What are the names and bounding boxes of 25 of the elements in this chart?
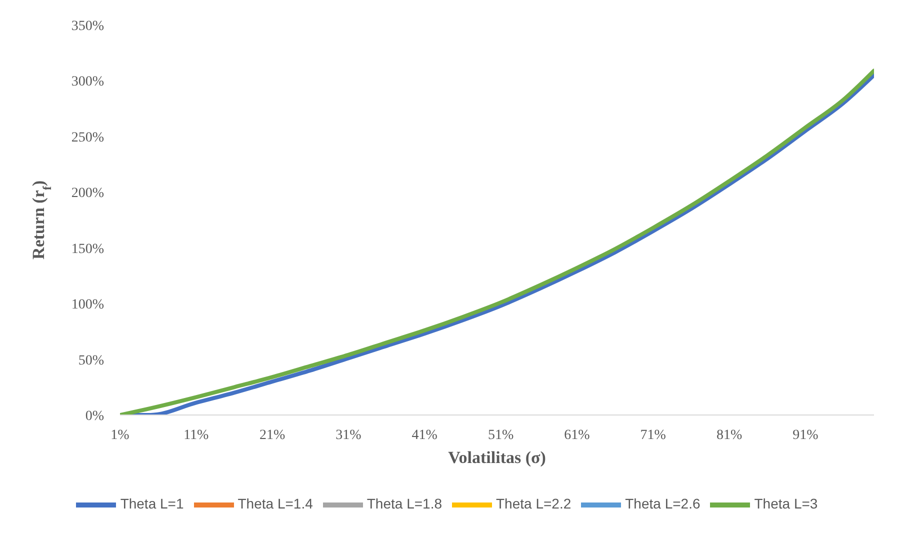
y-tick-label: 350% — [71, 18, 104, 34]
x-tick-label: 31% — [336, 428, 362, 443]
y-tick-label: 250% — [71, 130, 104, 146]
y-tick-label: 50% — [78, 353, 104, 368]
x-tick-label: 61% — [564, 428, 590, 443]
y-tick-label: 150% — [71, 242, 104, 257]
y-tick-label: 300% — [71, 74, 104, 90]
x-tick-label: 71% — [640, 428, 666, 443]
legend-label: Theta L=1.8 — [366, 496, 442, 512]
x-tick-label: 1% — [110, 428, 130, 443]
y-tick-label: 0% — [85, 408, 104, 424]
legend-label: Theta L=2.2 — [496, 496, 572, 512]
x-tick-label: 91% — [792, 428, 819, 443]
y-tick-label: 200% — [71, 186, 104, 202]
x-tick-label: 21% — [259, 428, 286, 443]
legend-label: Theta L=2.6 — [625, 496, 700, 512]
x-axis-title: Volatilitas (σ) — [448, 448, 546, 467]
x-tick-label: 51% — [488, 428, 514, 443]
x-tick-label: 81% — [716, 428, 742, 443]
legend-label: Theta L=1 — [120, 496, 184, 512]
legend-label: Theta L=3 — [754, 496, 818, 512]
x-tick-label: 11% — [184, 428, 210, 443]
x-tick-label: 41% — [412, 428, 438, 443]
y-tick-label: 100% — [71, 298, 104, 313]
legend-label: Theta L=1.4 — [238, 496, 313, 512]
